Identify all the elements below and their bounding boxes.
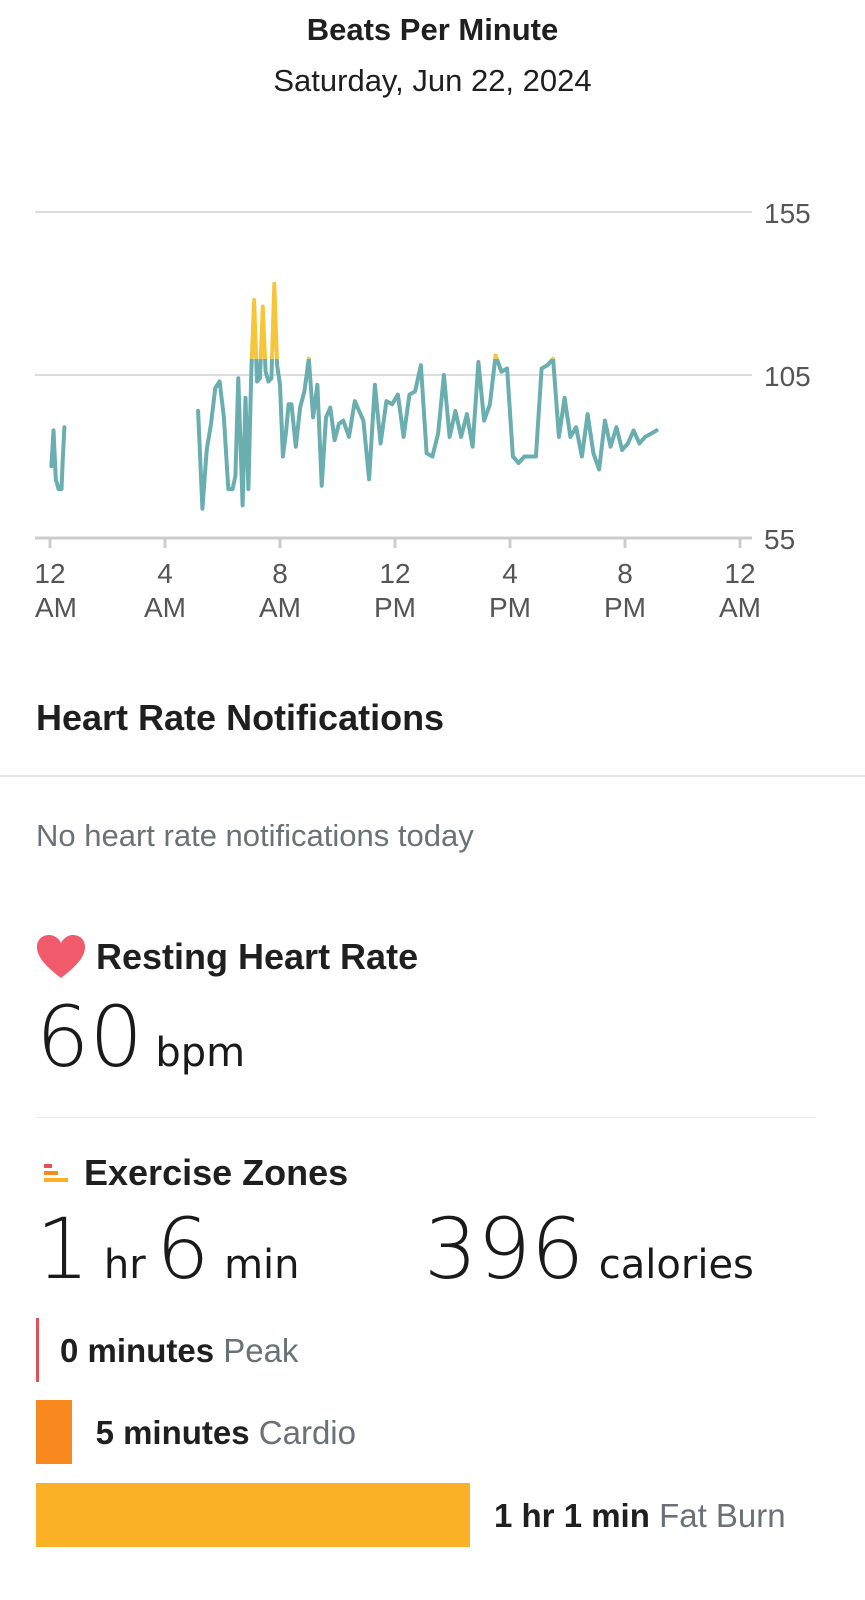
x-tick-label: AM — [144, 592, 186, 623]
hr-line-fat-burn-segment-1 — [249, 281, 556, 359]
heart-icon — [37, 935, 85, 978]
duration-hr-label: hr — [103, 1242, 146, 1288]
notifications-empty-text: No heart rate notifications today — [36, 818, 474, 853]
x-tick-label: 12 — [724, 558, 755, 589]
duration-minutes: 6 — [156, 1200, 210, 1298]
chart-date[interactable]: Saturday, Jun 22, 2024 — [273, 63, 592, 98]
x-tick-label: PM — [374, 592, 416, 623]
hr-line-cardio-segment-1 — [198, 284, 656, 509]
y-tick-label: 105 — [764, 361, 811, 392]
x-tick-label: 12 — [379, 558, 410, 589]
x-tick-label: 8 — [272, 558, 288, 589]
y-tick-label: 55 — [764, 524, 795, 555]
zone-bar-cardio — [36, 1400, 72, 1464]
x-tick-label: PM — [489, 592, 531, 623]
hr-line-normal-segment-0 — [49, 425, 67, 492]
exercise-zones-header[interactable]: Exercise Zones — [44, 1152, 348, 1194]
zone-name: Fat Burn — [659, 1497, 786, 1534]
zone-amount: 0 minutes — [60, 1332, 215, 1369]
divider — [0, 775, 865, 777]
calories-number: 396 — [424, 1200, 585, 1298]
x-tick-label: 12 — [34, 558, 65, 589]
hr-line-normal-segment-1 — [196, 358, 659, 511]
duration-hours: 1 — [36, 1200, 90, 1298]
x-tick-label: PM — [604, 592, 646, 623]
resting-bpm-unit: bpm — [155, 1030, 246, 1076]
zone-amount: 5 minutes — [95, 1414, 250, 1451]
zone-amount: 1 hr 1 min — [494, 1497, 650, 1534]
zones-bars-icon — [44, 1164, 68, 1182]
zone-name: Cardio — [258, 1414, 356, 1451]
resting-heart-rate-value: 60 bpm — [36, 988, 245, 1086]
resting-heart-rate-header[interactable]: Resting Heart Rate — [36, 934, 418, 980]
chart-title: Beats Per Minute — [306, 12, 559, 47]
zone-bar-fat-burn — [36, 1483, 470, 1547]
x-tick-label: AM — [35, 592, 77, 623]
zone-bar-peak — [36, 1318, 39, 1382]
duration-min-label: min — [224, 1242, 300, 1288]
x-tick-label: 4 — [502, 558, 518, 589]
resting-heart-rate-heading: Resting Heart Rate — [96, 936, 419, 977]
zone-name: Peak — [223, 1332, 299, 1369]
y-tick-label: 155 — [764, 198, 811, 229]
notifications-heading: Heart Rate Notifications — [36, 697, 445, 738]
exercise-calories: 396 calories — [424, 1200, 754, 1298]
resting-bpm-number: 60 — [36, 988, 143, 1086]
exercise-duration: 1 hr 6 min — [36, 1200, 300, 1298]
divider — [36, 1117, 816, 1118]
x-tick-label: AM — [259, 592, 301, 623]
x-tick-label: 4 — [157, 558, 173, 589]
x-tick-label: AM — [719, 592, 761, 623]
x-tick-label: 8 — [617, 558, 633, 589]
exercise-zones-heading: Exercise Zones — [84, 1152, 349, 1193]
zone-label-peak: 0 minutes Peak — [60, 1332, 298, 1370]
zone-label-fat-burn: 1 hr 1 min Fat Burn — [494, 1497, 786, 1535]
calories-label: calories — [598, 1242, 754, 1288]
zone-label-cardio: 5 minutes Cardio — [96, 1414, 356, 1452]
